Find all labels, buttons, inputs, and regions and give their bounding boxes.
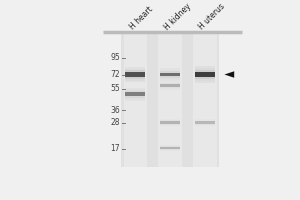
Text: H uterus: H uterus [197,2,227,32]
Bar [160,124,180,125]
Bar [160,84,180,87]
Bar [125,92,145,96]
Bar [160,71,180,73]
Bar [125,96,145,98]
Bar [195,124,215,125]
Bar [160,68,180,70]
Bar [125,81,145,82]
Bar [160,120,180,121]
Bar [125,88,145,89]
Bar [160,89,180,90]
Bar [160,83,180,84]
Bar [195,70,215,72]
Bar [160,146,180,147]
Bar [195,121,215,124]
Bar [195,77,215,79]
Bar [125,91,145,92]
Text: 17: 17 [110,144,120,153]
Bar [193,34,217,167]
Bar [121,34,219,167]
Bar [125,77,145,79]
Bar [160,125,180,126]
Bar [160,119,180,120]
Bar [158,34,182,167]
Text: H heart: H heart [128,5,154,32]
Bar [125,72,145,77]
Bar [160,88,180,89]
Bar [160,81,180,82]
Bar [195,120,215,121]
Bar [160,87,180,88]
Bar [160,145,180,146]
Bar [160,82,180,83]
Bar [124,34,147,167]
Bar [160,150,180,151]
Bar [160,121,180,124]
Bar [160,80,180,81]
Bar [195,66,215,68]
Bar [125,70,145,72]
Text: 28: 28 [110,118,120,127]
Bar [125,69,145,70]
Bar [195,81,215,83]
Text: 36: 36 [110,106,120,115]
Bar [160,149,180,150]
Text: 55: 55 [110,84,120,93]
Text: H kidney: H kidney [163,1,193,32]
Bar [195,119,215,120]
Bar [160,78,180,80]
Text: 95: 95 [110,53,120,62]
Bar [125,89,145,91]
Bar [195,125,215,126]
Bar [125,67,145,69]
Bar [160,147,180,149]
Bar [195,79,215,81]
Bar [160,76,180,78]
Bar [125,99,145,101]
Bar [160,70,180,71]
Text: 72: 72 [110,70,120,79]
Bar [195,68,215,70]
Bar [125,98,145,99]
Polygon shape [224,71,234,78]
Bar [125,79,145,81]
Bar [160,73,180,76]
Bar [195,72,215,77]
